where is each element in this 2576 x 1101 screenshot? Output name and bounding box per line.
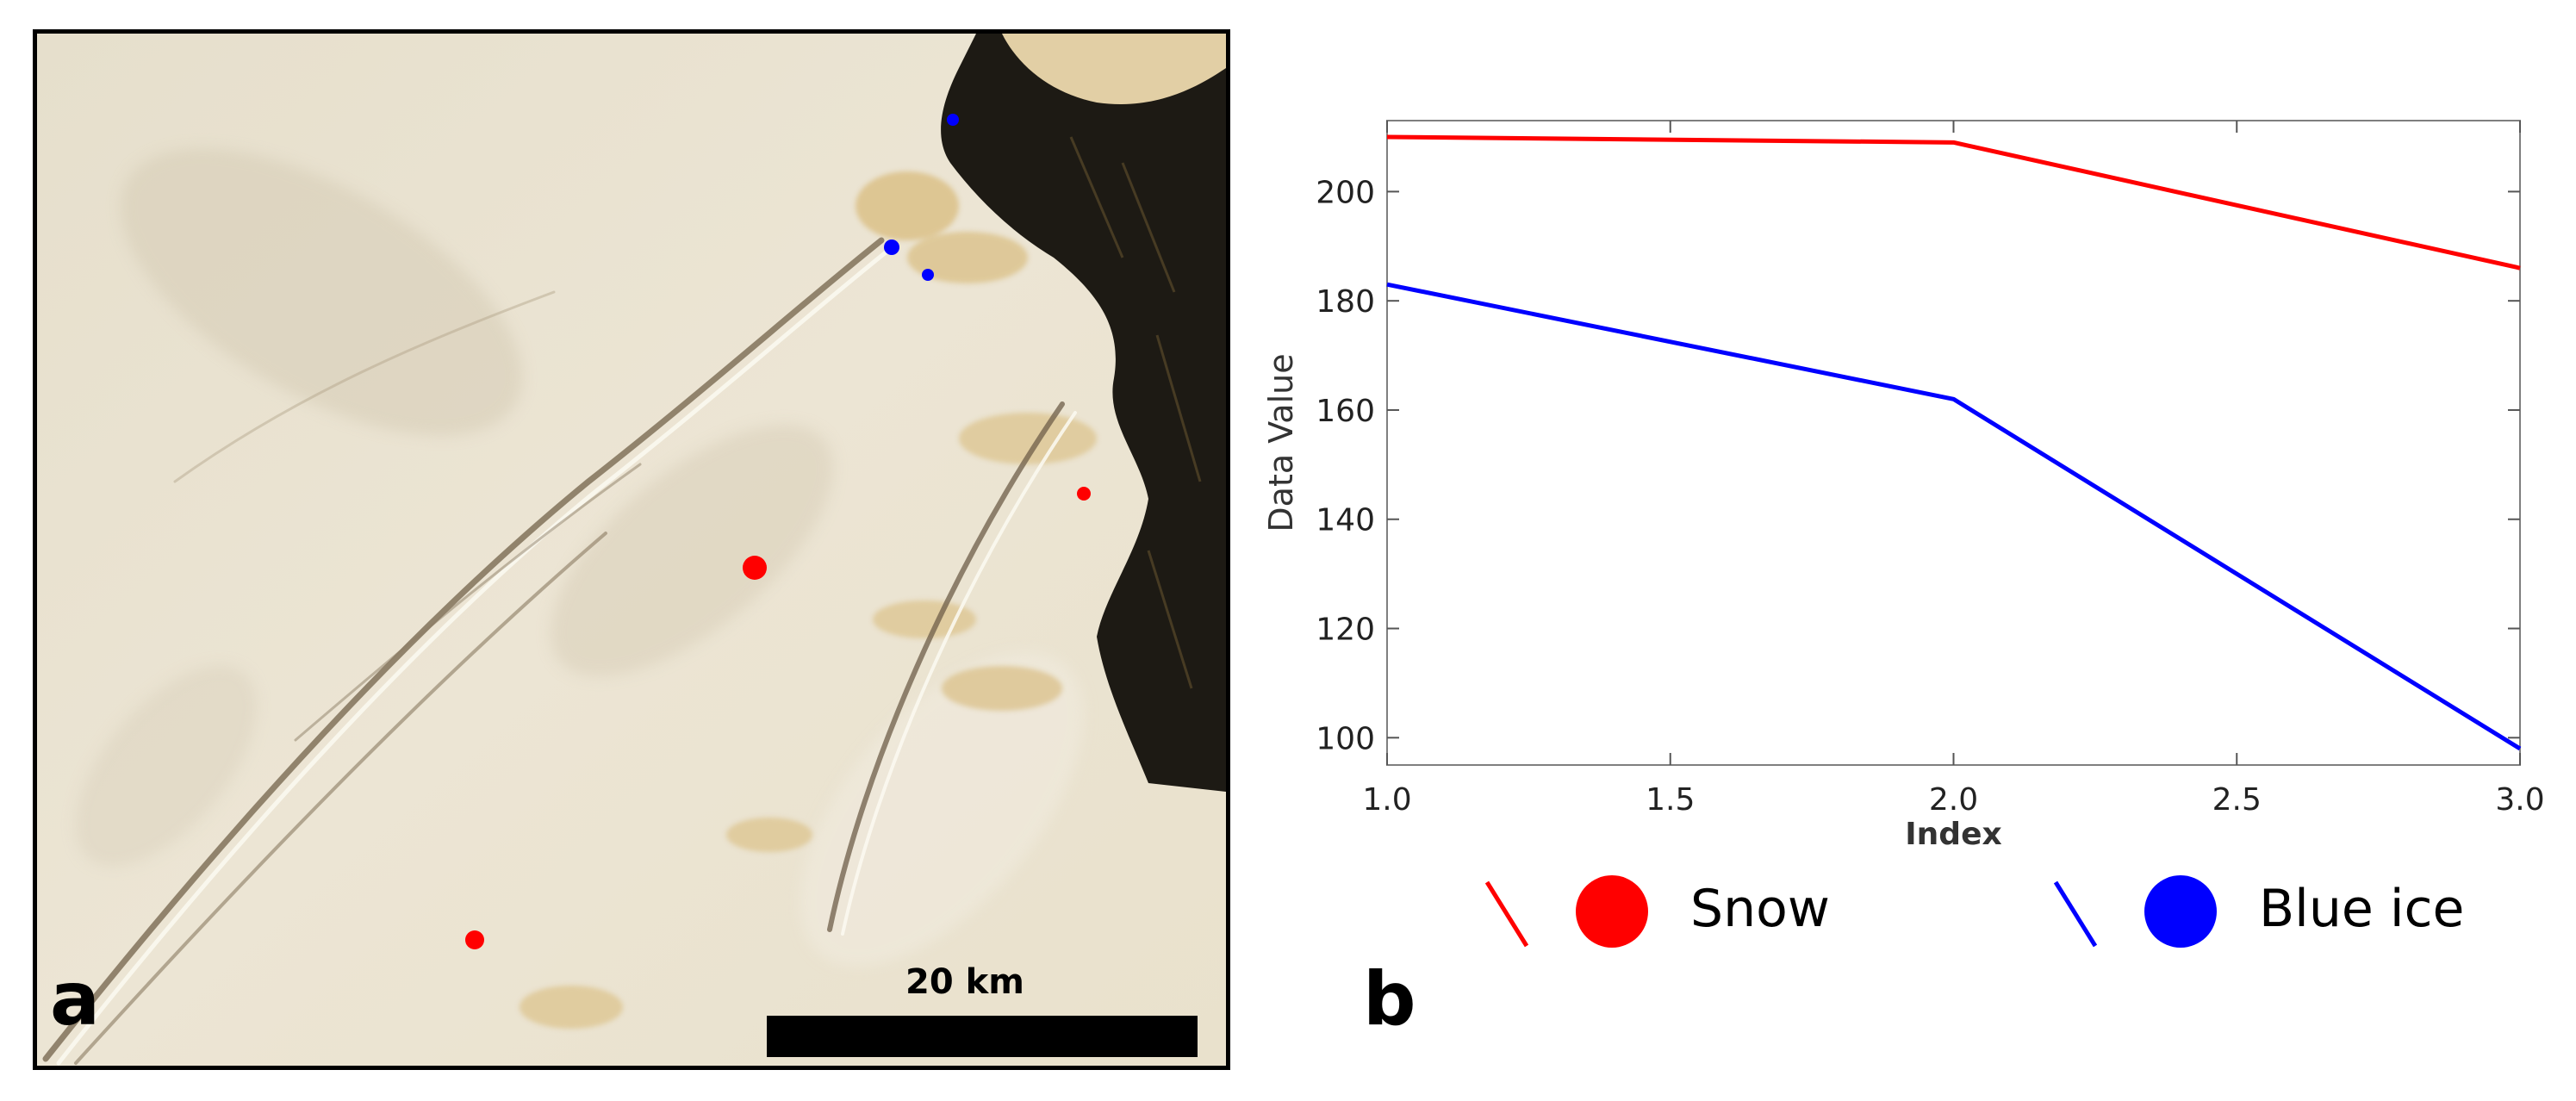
legend-marker-blue-ice: [2144, 875, 2217, 948]
panel-label-b: b: [1363, 956, 1416, 1042]
snow-sample-point: [743, 556, 767, 580]
series-line-snow: [1386, 134, 2521, 271]
surface-shading: [76, 148, 1084, 967]
y-tick-label: 160: [1316, 394, 1375, 429]
legend-line-blue-ice: [2053, 880, 2098, 948]
plot-frame: [1386, 120, 2521, 766]
series-line-blue-ice: [1386, 282, 2522, 751]
line-chart: 1.0 1.5 2.0 2.5 3.0 100 120 140 160 180 200 Index Da…: [1262, 120, 2545, 852]
y-tick-label: 180: [1316, 284, 1375, 320]
dark-region-texture: [1069, 136, 1202, 689]
satellite-map: 20 km: [33, 29, 1230, 1070]
sample-points: [465, 114, 1091, 949]
legend-label-blue-ice: Blue ice: [2259, 879, 2465, 939]
blue-ice-sample-point: [884, 239, 899, 255]
x-axis-label: Index: [1905, 817, 2001, 852]
legend-line-snow: [1484, 880, 1529, 948]
y-tick-label: 120: [1316, 613, 1375, 648]
x-tick-label: 1.0: [1362, 782, 1411, 818]
y-tick-label: 200: [1316, 175, 1375, 210]
flow-ridges: [42, 237, 1077, 1066]
dark-region: [941, 34, 1226, 792]
y-axis-label: Data Value: [1262, 353, 1300, 532]
snow-sample-point: [465, 930, 484, 949]
x-tick-label: 2.5: [2212, 782, 2262, 818]
x-tick-label: 1.5: [1646, 782, 1695, 818]
y-tick-label: 100: [1316, 721, 1375, 756]
light-patch: [1002, 34, 1226, 104]
map-image: [37, 34, 1226, 1066]
x-tick-label: 2.0: [1929, 782, 1978, 818]
panel-label-a: a: [50, 956, 101, 1042]
scale-bar: [767, 1016, 1198, 1057]
blue-ice-sample-point: [947, 114, 959, 126]
snow-sample-point: [1077, 487, 1091, 501]
y-tick-label: 140: [1316, 503, 1375, 538]
blue-ice-sample-point: [922, 269, 934, 281]
legend-label-snow: Snow: [1690, 879, 1830, 939]
legend-marker-snow: [1576, 875, 1648, 948]
x-tick-label: 3.0: [2495, 782, 2544, 818]
scale-bar-label: 20 km: [905, 962, 1024, 1002]
